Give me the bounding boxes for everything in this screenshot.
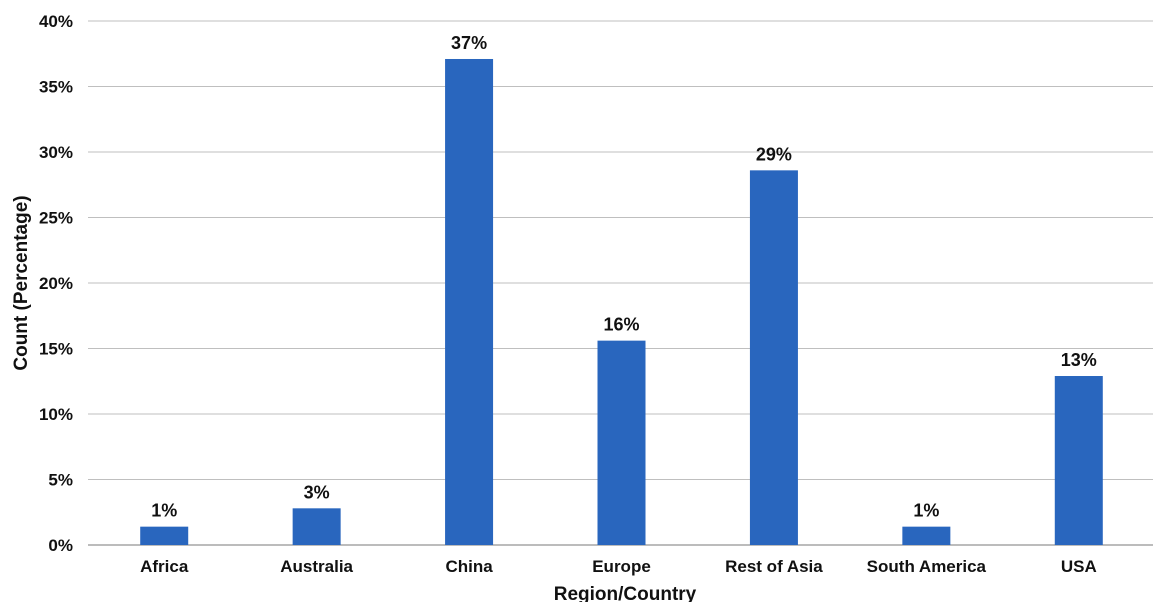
bar-data-label: 13% [1061,350,1097,370]
bar [1054,376,1103,545]
bar-data-label: 3% [304,482,330,502]
bar [749,170,798,545]
bar [445,58,494,546]
y-tick-label: 40% [39,12,73,31]
x-axis-title: Region/Country [554,584,697,602]
x-tick-label: China [445,557,493,576]
y-tick-label: 30% [39,143,73,162]
x-tick-label: USA [1061,557,1097,576]
y-tick-label: 5% [48,471,73,490]
y-tick-label: 25% [39,209,73,228]
x-tick-label: Europe [592,557,651,576]
bar-data-label: 1% [913,501,939,521]
gridlines [88,20,1153,546]
bars [140,58,1103,546]
bar-data-label: 16% [603,315,639,335]
y-tick-label: 15% [39,340,73,359]
y-tick-label: 0% [48,536,73,555]
bar [902,526,951,545]
x-tick-label: Australia [280,557,353,576]
bar [292,508,341,545]
bar-data-label: 1% [151,501,177,521]
x-tick-label: South America [867,557,987,576]
bar-data-label: 29% [756,144,792,164]
y-tick-label: 20% [39,274,73,293]
y-tick-label: 10% [39,405,73,424]
x-tick-label: Africa [140,557,189,576]
bar [140,526,189,545]
y-axis-title: Count (Percentage) [11,195,32,370]
data-labels: 1% 3% 37% 16% 29% 1% 13% [151,33,1097,521]
bar-data-label: 37% [451,33,487,53]
y-tick-label: 35% [39,78,73,97]
x-axis-ticks: Africa Australia China Europe Rest of Asia So… [140,557,1097,576]
bar [597,340,646,545]
x-tick-label: Rest of Asia [725,557,823,576]
y-axis-ticks: 0% 5% 10% 15% 20% 25% 30% 35% 40% [39,12,73,555]
